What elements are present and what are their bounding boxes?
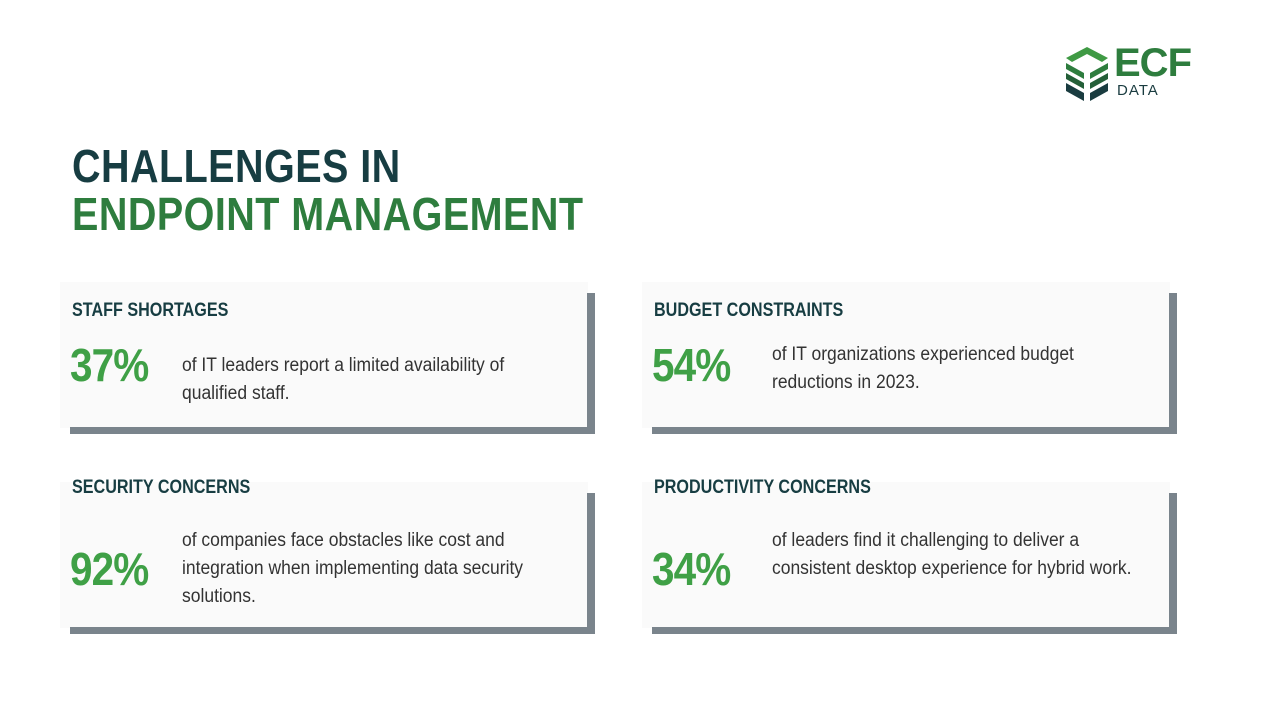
card-percent: 54% — [652, 339, 731, 391]
card-border — [587, 493, 595, 634]
card-border — [587, 293, 595, 434]
card-description: of leaders find it challenging to delive… — [772, 530, 1132, 579]
card-border — [1169, 293, 1177, 434]
card-border — [70, 627, 595, 634]
logo-subtext: DATA — [1117, 82, 1159, 99]
ecf-data-logo: ECF DATA — [1062, 41, 1207, 103]
stat-card-budget: BUDGET CONSTRAINTS 54% of IT organizatio… — [642, 282, 1187, 442]
title-line-2: ENDPOINT MANAGEMENT — [72, 188, 584, 240]
card-percent: 92% — [70, 543, 149, 595]
card-description: of IT leaders report a limited availabil… — [182, 355, 505, 404]
card-description: of IT organizations experienced budget r… — [772, 344, 1074, 393]
page-title: CHALLENGES IN ENDPOINT MANAGEMENT — [72, 142, 583, 238]
stat-card-security: SECURITY CONCERNS 92% of companies face … — [60, 477, 605, 642]
card-border — [1169, 493, 1177, 634]
card-percent: 37% — [70, 339, 149, 391]
stat-card-staff: STAFF SHORTAGES 37% of IT leaders report… — [60, 282, 605, 442]
stat-card-productivity: PRODUCTIVITY CONCERNS 34% of leaders fin… — [642, 477, 1187, 642]
card-description: of companies face obstacles like cost an… — [182, 530, 524, 607]
card-border — [652, 427, 1177, 434]
card-heading: BUDGET CONSTRAINTS — [654, 300, 844, 321]
card-percent: 34% — [652, 543, 731, 595]
card-border — [70, 427, 595, 434]
card-heading: SECURITY CONCERNS — [72, 477, 251, 498]
card-heading: PRODUCTIVITY CONCERNS — [654, 477, 871, 498]
card-heading: STAFF SHORTAGES — [72, 300, 229, 321]
title-line-1: CHALLENGES IN — [72, 140, 401, 192]
logo-text: ECF — [1114, 41, 1192, 85]
card-border — [652, 627, 1177, 634]
cube-logo-icon — [1066, 47, 1108, 101]
